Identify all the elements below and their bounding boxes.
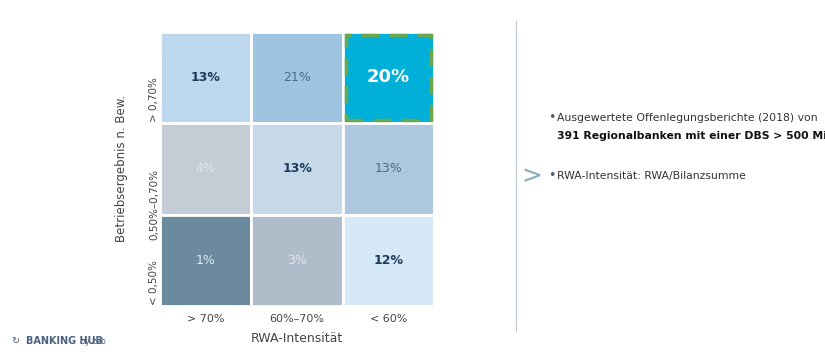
Bar (160, 32, 252, 123)
Text: > 0,70%: > 0,70% (149, 77, 159, 122)
Bar (342, 123, 434, 215)
Text: 60%–70%: 60%–70% (270, 314, 324, 323)
Text: 12%: 12% (374, 254, 403, 267)
Text: 13%: 13% (282, 163, 312, 175)
Text: Betriebsergebnis n. Bew.: Betriebsergebnis n. Bew. (115, 95, 128, 243)
Bar (160, 215, 252, 306)
Text: 3%: 3% (287, 254, 307, 267)
Bar (252, 32, 342, 123)
Bar (342, 32, 434, 123)
Text: > 70%: > 70% (186, 314, 224, 323)
Text: >: > (521, 164, 543, 188)
Text: < 60%: < 60% (370, 314, 408, 323)
Text: 391 Regionalbanken mit einer DBS > 500 Mio. EUR: 391 Regionalbanken mit einer DBS > 500 M… (557, 131, 825, 140)
Text: •: • (549, 170, 556, 182)
Text: 21%: 21% (283, 71, 311, 84)
Text: RWA-Intensität: RWA/Bilanzsumme: RWA-Intensität: RWA/Bilanzsumme (557, 171, 746, 181)
Text: 0,50%–0,70%: 0,50%–0,70% (149, 169, 159, 240)
Text: 13%: 13% (375, 163, 403, 175)
Bar (342, 215, 434, 306)
Text: by zeb: by zeb (78, 337, 106, 346)
Text: •: • (549, 112, 556, 124)
Bar (346, 35, 431, 120)
Text: 4%: 4% (196, 163, 215, 175)
Text: Ausgewertete Offenlegungsberichte (2018) von: Ausgewertete Offenlegungsberichte (2018)… (557, 113, 821, 123)
Bar (252, 123, 342, 215)
Bar (160, 123, 252, 215)
Text: ↻: ↻ (12, 337, 24, 346)
Text: BANKING HUB: BANKING HUB (26, 337, 103, 346)
Text: < 0,50%: < 0,50% (149, 260, 159, 305)
Text: 13%: 13% (191, 71, 220, 84)
Text: 20%: 20% (367, 68, 410, 87)
Text: 1%: 1% (196, 254, 215, 267)
Text: RWA-Intensität: RWA-Intensität (251, 332, 343, 345)
Bar (252, 215, 342, 306)
